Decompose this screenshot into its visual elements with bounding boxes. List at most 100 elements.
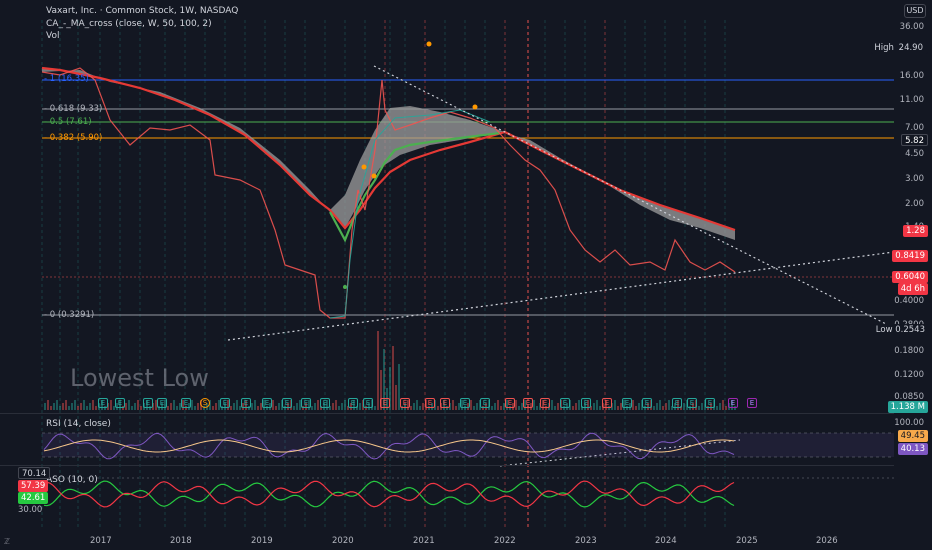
volume-bar bbox=[572, 406, 574, 410]
earnings-marker[interactable]: E bbox=[425, 398, 435, 408]
earnings-marker[interactable]: E bbox=[301, 398, 311, 408]
earnings-marker[interactable]: E bbox=[241, 398, 251, 408]
earnings-marker[interactable]: E bbox=[220, 398, 230, 408]
volume-bar bbox=[161, 403, 163, 410]
volume-bar bbox=[644, 406, 646, 410]
earnings-marker[interactable]: E bbox=[157, 398, 167, 408]
signal-dot bbox=[472, 104, 478, 110]
volume-bar bbox=[173, 400, 175, 410]
volume-bar bbox=[143, 403, 145, 410]
panel-separator[interactable] bbox=[0, 465, 894, 466]
currency-button[interactable]: USD bbox=[904, 4, 926, 18]
aso-tick: 30.00 bbox=[18, 505, 43, 515]
rsi-title[interactable]: RSI (14, close) bbox=[46, 419, 111, 429]
volume-title[interactable]: Vol bbox=[46, 31, 60, 41]
earnings-marker[interactable]: E bbox=[320, 398, 330, 408]
volume-bar bbox=[569, 400, 571, 410]
volume-bar bbox=[593, 403, 595, 410]
volume-bar bbox=[509, 406, 511, 410]
volume-bar bbox=[260, 403, 262, 410]
earnings-marker[interactable]: E bbox=[348, 398, 358, 408]
volume-bar bbox=[386, 388, 388, 410]
volume-bar bbox=[287, 403, 289, 410]
volume-bar bbox=[71, 403, 73, 410]
ma-fast-line bbox=[329, 131, 501, 243]
volume-bar bbox=[299, 400, 301, 410]
earnings-marker[interactable]: E bbox=[98, 398, 108, 408]
aso-title[interactable]: ASO (10, 0) bbox=[46, 475, 98, 485]
volume-bar bbox=[485, 403, 487, 410]
volume-bar bbox=[662, 406, 664, 410]
volume-bar bbox=[221, 406, 223, 410]
volume-bar bbox=[251, 403, 253, 410]
zoom-icon[interactable]: ℤ bbox=[4, 537, 10, 546]
volume-bar bbox=[629, 403, 631, 410]
earnings-marker[interactable]: E bbox=[560, 398, 570, 408]
earnings-marker[interactable]: E bbox=[523, 398, 533, 408]
earnings-marker[interactable]: E bbox=[622, 398, 632, 408]
volume-bar bbox=[614, 400, 616, 410]
volume-bar bbox=[665, 403, 667, 410]
volume-bar bbox=[731, 400, 733, 410]
price-tag-128: 1.28 bbox=[903, 225, 928, 237]
earnings-marker[interactable]: E bbox=[505, 398, 515, 408]
earnings-marker[interactable]: E bbox=[581, 398, 591, 408]
rsi-line bbox=[43, 432, 735, 460]
earnings-marker[interactable]: E bbox=[687, 398, 697, 408]
indicator-title[interactable]: CA_-_MA_cross (close, W, 50, 100, 2) bbox=[46, 19, 212, 29]
earnings-marker[interactable]: E bbox=[540, 398, 550, 408]
earnings-marker[interactable]: E bbox=[143, 398, 153, 408]
volume-bar bbox=[692, 403, 694, 410]
volume-bar bbox=[476, 403, 478, 410]
signal-dot bbox=[343, 285, 347, 289]
volume-bar bbox=[92, 400, 94, 410]
volume-bar bbox=[284, 406, 286, 410]
earnings-marker[interactable]: E bbox=[440, 398, 450, 408]
volume-bar bbox=[668, 400, 670, 410]
volume-bar bbox=[128, 400, 130, 410]
fib-label-05: - 0.5 (7.61) bbox=[44, 117, 92, 127]
volume-bar bbox=[584, 403, 586, 410]
earnings-marker[interactable]: E bbox=[400, 398, 410, 408]
earnings-marker[interactable]: E bbox=[363, 398, 373, 408]
signal-dot bbox=[426, 41, 432, 47]
earnings-marker[interactable]: E bbox=[282, 398, 292, 408]
earnings-marker[interactable]: E bbox=[705, 398, 715, 408]
earnings-marker[interactable]: E bbox=[480, 398, 490, 408]
earnings-marker[interactable]: E bbox=[115, 398, 125, 408]
earnings-marker[interactable]: S bbox=[200, 398, 210, 408]
y-tick: 7.00 bbox=[905, 123, 924, 133]
volume-bar bbox=[395, 385, 397, 410]
earnings-marker[interactable]: E bbox=[602, 398, 612, 408]
volume-bar bbox=[710, 403, 712, 410]
volume-bar bbox=[56, 400, 58, 410]
volume-bar bbox=[512, 403, 514, 410]
volume-bar bbox=[338, 406, 340, 410]
volume-bar bbox=[380, 370, 382, 410]
volume-bar bbox=[605, 400, 607, 410]
earnings-marker[interactable]: E bbox=[181, 398, 191, 408]
earnings-marker[interactable]: E bbox=[672, 398, 682, 408]
volume-bar bbox=[722, 400, 724, 410]
y-tick: 0.4000 bbox=[894, 296, 924, 306]
earnings-marker[interactable]: E bbox=[642, 398, 652, 408]
earnings-marker[interactable]: E bbox=[460, 398, 470, 408]
volume-bar bbox=[497, 400, 499, 410]
volume-bar bbox=[455, 406, 457, 410]
y-tick: 0.1800 bbox=[894, 346, 924, 356]
earnings-marker[interactable]: E bbox=[728, 398, 738, 408]
volume-bar bbox=[461, 400, 463, 410]
panel-separator[interactable] bbox=[0, 413, 894, 414]
rsi-tag-value: 40.13 bbox=[897, 443, 928, 455]
earnings-marker[interactable]: E bbox=[262, 398, 272, 408]
price-tag-582: 5.82 bbox=[901, 134, 928, 146]
earnings-marker[interactable]: E bbox=[747, 398, 757, 408]
volume-bar bbox=[542, 400, 544, 410]
volume-bar bbox=[320, 406, 322, 410]
y-tick: 0.0850 bbox=[894, 392, 924, 402]
volume-bar bbox=[467, 403, 469, 410]
earnings-marker[interactable]: E bbox=[380, 398, 390, 408]
volume-bar bbox=[194, 406, 196, 410]
